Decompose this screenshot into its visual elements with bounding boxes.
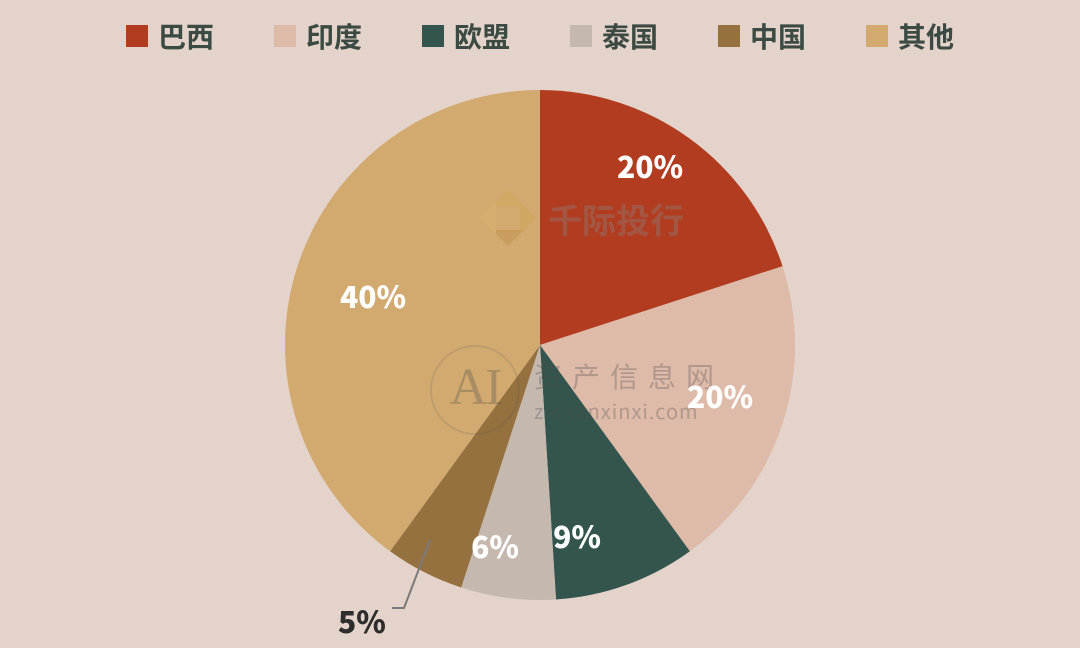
watermark-qianji: 千际投行 (480, 190, 684, 246)
slice-label: 20% (687, 373, 753, 417)
watermark-ai-icon: AI (430, 345, 520, 435)
slice-label: 40% (340, 273, 406, 317)
pie-chart (0, 0, 1080, 648)
watermark-logo-icon (480, 190, 536, 246)
slice-label: 20% (617, 143, 683, 187)
slice-label: 9% (553, 513, 601, 557)
slice-label: 6% (471, 523, 519, 567)
slice-label-external: 5% (338, 598, 386, 642)
watermark-zichanxinxi: AI 资产信息网 zichanxinxi.com (430, 345, 724, 435)
watermark-text: 千际投行 (548, 194, 684, 243)
